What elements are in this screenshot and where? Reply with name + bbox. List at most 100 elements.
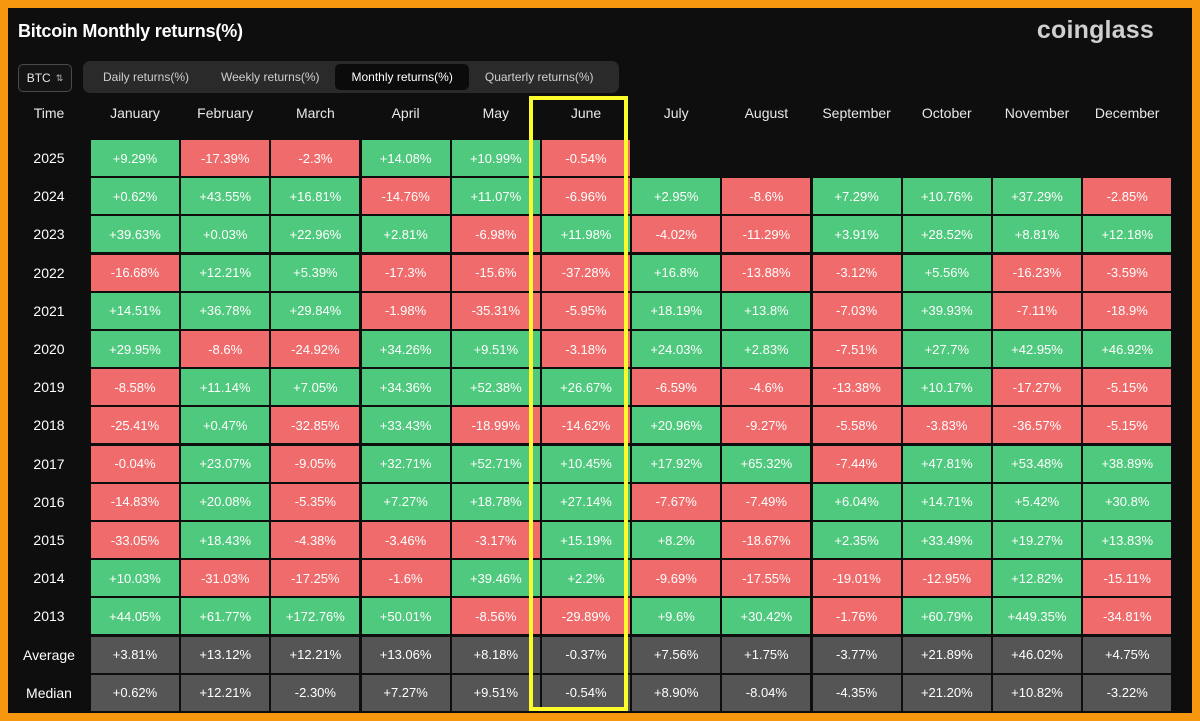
table-cell: -8.6% [181,331,270,367]
table-cell: +12.21% [181,674,270,711]
table-cell: -13.88% [722,254,811,291]
table-cell: +3.81% [91,636,179,673]
table-cell: +5.42% [993,483,1081,520]
table-cell: +52.71% [451,445,540,482]
table-cell: +9.51% [451,674,540,711]
table-cell: -8.04% [722,674,811,711]
table-cell: +30.8% [1083,483,1172,520]
table-cell: +9.6% [632,598,721,635]
table-cell: -3.46% [361,522,450,558]
table-cell: +3.91% [812,216,901,253]
table-cell: +16.8% [632,254,721,291]
table-cell: +7.27% [361,483,450,520]
table-cell: +17.92% [632,445,721,482]
table-cell: -5.35% [271,483,360,520]
table-cell: +11.07% [451,178,540,215]
column-header-january: January [110,105,160,121]
tab-weekly-returns[interactable]: Weekly returns(%) [221,70,320,84]
table-cell: +61.77% [181,598,270,635]
asset-select[interactable]: BTC ⇅ [18,64,72,92]
table-cell: +18.43% [181,522,270,558]
table-cell: +14.51% [91,292,179,329]
table-cell: -8.58% [91,369,179,406]
table-cell: -13.38% [812,369,901,406]
table-cell: -9.05% [271,445,360,482]
column-header-march: March [295,105,335,121]
table-cell: -3.77% [812,636,901,673]
column-header-december: December [1094,105,1160,121]
column-header-september: September [822,105,891,121]
table-cell: +7.56% [632,636,721,673]
table-cell: +29.95% [91,331,179,367]
table-cell: -24.92% [271,331,360,367]
table-cell: +5.56% [902,254,991,291]
brand-logo: coinglass [1036,16,1154,44]
table-cell: +38.89% [1083,445,1172,482]
row-label-2025: 2025 [33,150,65,166]
table-cell: +10.82% [993,674,1081,711]
table-cell: -3.22% [1083,674,1172,711]
table-cell: +36.78% [181,292,270,329]
table-cell: +14.08% [361,140,450,176]
table-cell: +33.49% [902,522,991,558]
table-cell: +9.51% [451,331,540,367]
table-cell: +13.12% [181,636,270,673]
column-header-july: July [663,105,689,121]
row-label-average: Average [23,646,75,663]
table-cell: +27.7% [902,331,991,367]
table-cell: +15.19% [542,522,630,558]
table-cell: -17.3% [361,254,450,291]
table-cell: +32.71% [361,445,450,482]
tab-quarterly-returns[interactable]: Quarterly returns(%) [484,70,594,84]
table-cell: -33.05% [91,522,179,558]
row-label-2015: 2015 [33,532,65,548]
table-cell: -18.67% [722,522,811,558]
table-cell: -3.17% [451,522,540,558]
table-cell: -5.95% [542,292,630,329]
tab-monthly-returns[interactable]: Monthly returns(%) [335,64,469,90]
table-cell: +28.52% [902,216,991,253]
row-label-2021: 2021 [33,302,65,319]
column-header-june: June [570,105,602,121]
table-cell: +20.96% [632,407,721,444]
row-label-2020: 2020 [33,341,65,357]
table-cell: -0.04% [91,445,179,482]
table-cell: -17.27% [993,369,1081,406]
table-cell: +11.14% [181,369,270,406]
row-label-2018: 2018 [33,417,65,434]
table-cell: +0.47% [181,407,270,444]
table-cell: -7.44% [812,445,901,482]
table-cell: +47.81% [902,445,991,482]
table-cell: +8.81% [993,216,1081,253]
table-cell: +4.75% [1083,636,1172,673]
table-cell: +43.55% [181,178,270,215]
table-cell: +52.38% [451,369,540,406]
table-cell: +21.89% [902,636,991,673]
row-label-2014: 2014 [33,570,65,587]
table-cell: +29.84% [271,292,360,329]
table-cell: -3.12% [812,254,901,291]
table-cell: +13.8% [722,292,811,329]
table-cell: +10.17% [902,369,991,406]
table-cell: -25.41% [91,407,179,444]
table-cell: +19.27% [993,522,1081,558]
table-cell: +39.93% [902,292,991,329]
table-cell: -4.02% [632,216,721,253]
table-cell: +27.14% [542,483,630,520]
chart-frame: Bitcoin Monthly returns(%) coinglass BTC… [8,8,1192,713]
table-cell: +18.78% [451,483,540,520]
table-cell: +39.46% [451,560,540,597]
table-cell: +50.01% [361,598,450,635]
table-cell: +24.03% [632,331,721,367]
chevron-up-down-icon: ⇅ [55,72,64,83]
table-cell: +12.18% [1083,216,1172,253]
table-cell: -6.98% [451,216,540,253]
table-cell: -1.76% [812,598,901,635]
table-cell: +8.2% [632,522,721,558]
tab-daily-returns[interactable]: Daily returns(%) [103,70,190,84]
table-cell: +7.27% [361,674,450,711]
table-cell: -32.85% [271,407,360,444]
table-cell: -3.59% [1083,254,1172,291]
table-cell: +44.05% [91,598,179,635]
table-cell: -8.6% [722,178,811,215]
